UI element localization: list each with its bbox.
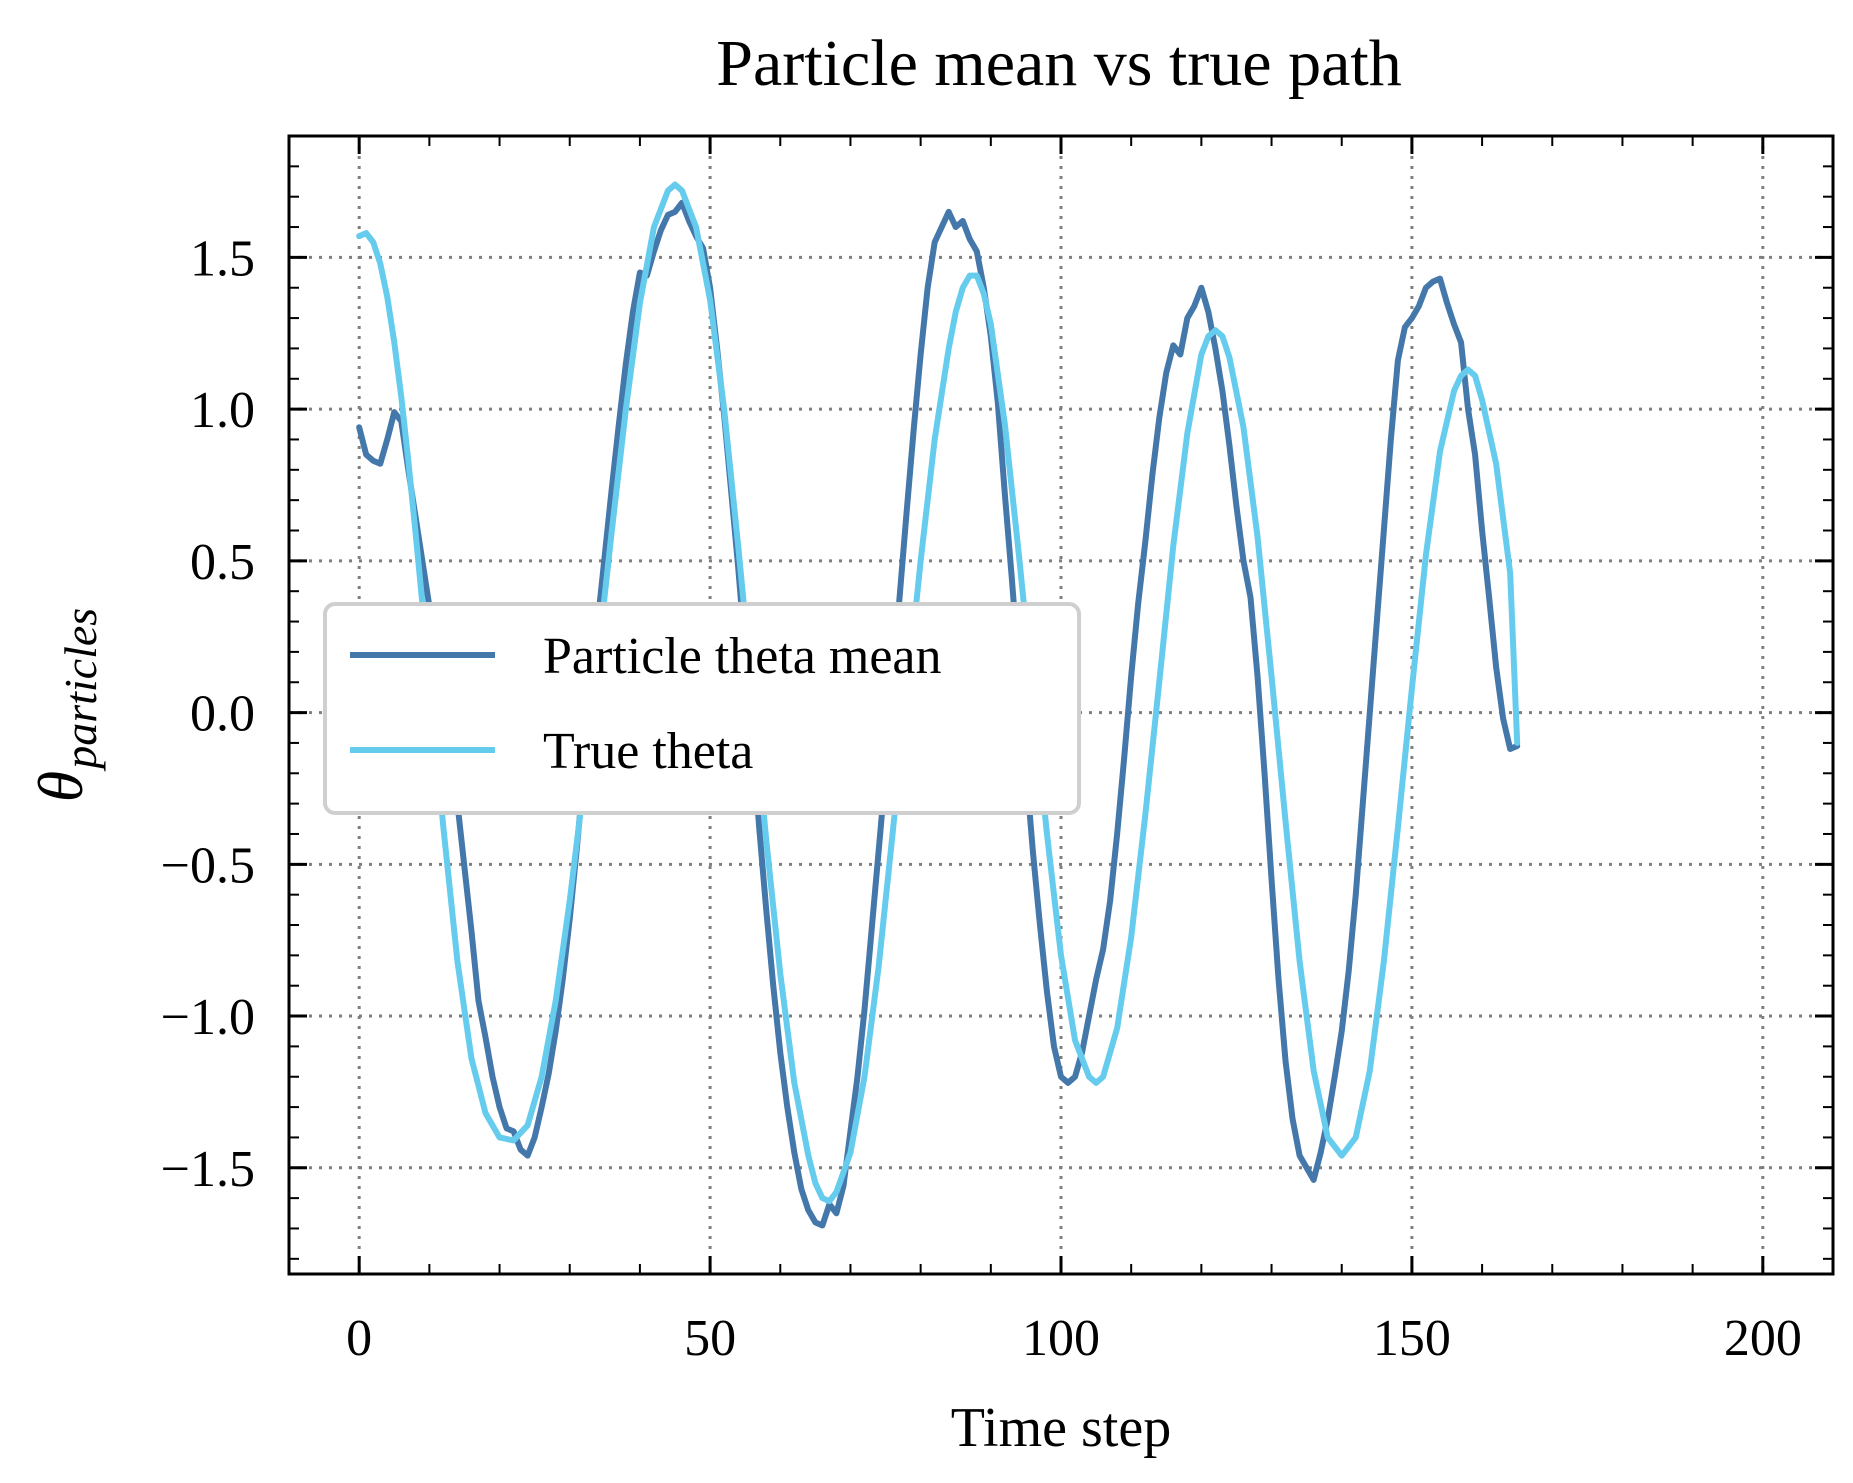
y-tick-label: 1.5 <box>190 230 255 287</box>
y-tick-label: 1.0 <box>190 382 255 439</box>
legend-box <box>323 602 1081 815</box>
x-tick-label: 150 <box>1373 1310 1451 1367</box>
y-tick-label: −1.5 <box>161 1141 255 1198</box>
y-tick-label: −0.5 <box>161 837 255 894</box>
y-tick-label: −1.0 <box>161 989 255 1046</box>
chart-title: Particle mean vs true path <box>716 27 1401 100</box>
y-tick-label: 0.5 <box>190 534 255 591</box>
ticks-layer: 0 50 100 150 200 1.5 1.0 0.5 0.0 −0.5 −1.0 −1.5 <box>161 136 1834 1367</box>
y-axis-title-group: θparticles <box>25 608 106 802</box>
legend: Particle theta mean True theta <box>323 602 1081 815</box>
legend-label-particle-theta-mean: Particle theta mean <box>543 628 941 685</box>
axis-labels: Time step θparticles <box>25 608 1171 1459</box>
x-tick-label: 0 <box>346 1310 372 1367</box>
x-tick-label: 50 <box>684 1310 736 1367</box>
y-axis-title: θparticles <box>25 608 106 802</box>
x-axis-title: Time step <box>951 1397 1171 1459</box>
legend-label-true-theta: True theta <box>543 723 753 780</box>
title-layer: Particle mean vs true path <box>716 27 1401 100</box>
x-tick-label: 100 <box>1022 1310 1100 1367</box>
series-line-true-theta <box>356 181 1521 1205</box>
y-axis-symbol: θ <box>25 771 96 802</box>
y-axis-subscript: particles <box>55 608 106 772</box>
x-tick-label: 200 <box>1724 1310 1802 1367</box>
series-layer <box>356 181 1521 1229</box>
y-tick-label: 0.0 <box>190 686 255 743</box>
